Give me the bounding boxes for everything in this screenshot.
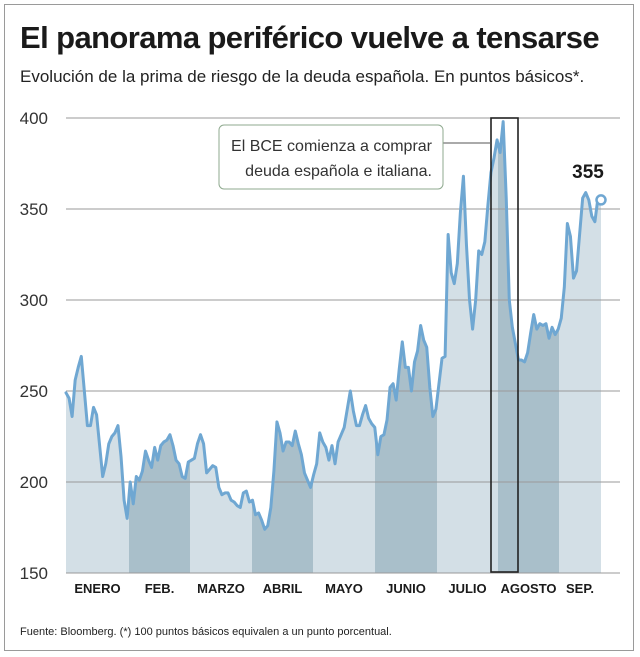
x-label-agosto: AGOSTO [500,581,556,596]
month-band-feb [129,121,190,573]
y-tick-label: 250 [20,382,48,401]
annotation: El BCE comienza a comprar deuda española … [218,124,491,190]
y-tick-label: 350 [20,200,48,219]
annotation-box [218,124,444,190]
y-tick-label: 400 [20,109,48,128]
x-label-sep: SEP. [566,581,594,596]
footnote: Fuente: Bloomberg. (*) 100 puntos básico… [20,626,392,638]
y-tick-label: 200 [20,473,48,492]
end-marker: 355 [572,162,607,206]
x-label-junio: JUNIO [386,581,426,596]
series-line-path [64,120,603,531]
chart-frame [4,4,634,651]
x-label-feb: FEB. [145,581,175,596]
series-line [64,120,603,531]
month-band-enero [66,121,129,573]
highlight-box [490,117,519,573]
y-axis-labels: 150 200 250 300 350 400 [20,109,48,583]
end-value-label: 355 [572,162,604,183]
x-label-mayo: MAYO [325,581,363,596]
annotation-line-1: El BCE comienza a comprar [231,138,433,155]
chart-subtitle: Evolución de la prima de riesgo de la de… [20,67,585,86]
x-axis-labels: ENERO FEB. MARZO ABRIL MAYO JUNIO JULIO AGOSTO S… [74,581,594,596]
x-label-julio: JULIO [448,581,486,596]
bce-highlight-rect [490,117,519,573]
x-label-enero: ENERO [74,581,120,596]
x-label-marzo: MARZO [197,581,245,596]
end-point-marker [595,194,607,206]
x-label-abril: ABRIL [263,581,303,596]
y-tick-label: 300 [20,291,48,310]
y-tick-label: 150 [20,564,48,583]
gridlines [66,117,620,574]
chart-title: El panorama periférico vuelve a tensarse [20,20,600,55]
annotation-line-2: deuda española e italiana. [245,163,432,180]
